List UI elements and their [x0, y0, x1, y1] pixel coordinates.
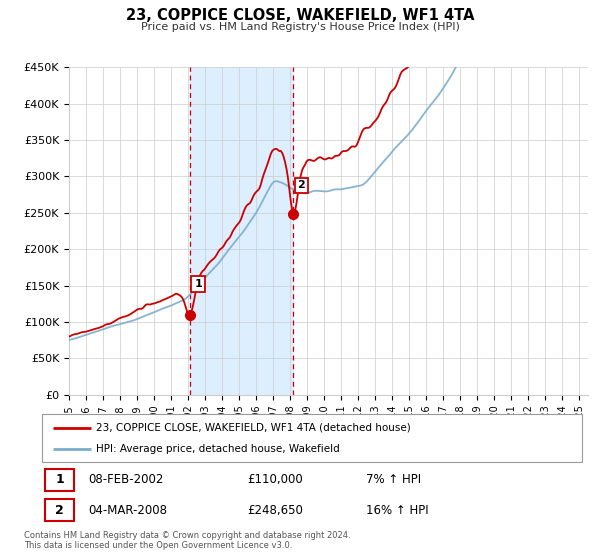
- FancyBboxPatch shape: [45, 500, 74, 521]
- Text: 04-MAR-2008: 04-MAR-2008: [88, 503, 167, 517]
- Text: 08-FEB-2002: 08-FEB-2002: [88, 473, 163, 487]
- Text: £248,650: £248,650: [247, 503, 303, 517]
- Text: 7% ↑ HPI: 7% ↑ HPI: [366, 473, 421, 487]
- Text: £110,000: £110,000: [247, 473, 303, 487]
- FancyBboxPatch shape: [45, 469, 74, 491]
- Text: Contains HM Land Registry data © Crown copyright and database right 2024.: Contains HM Land Registry data © Crown c…: [24, 531, 350, 540]
- Bar: [190, 67, 293, 395]
- Text: 16% ↑ HPI: 16% ↑ HPI: [366, 503, 428, 517]
- Text: Price paid vs. HM Land Registry's House Price Index (HPI): Price paid vs. HM Land Registry's House …: [140, 22, 460, 32]
- Text: HPI: Average price, detached house, Wakefield: HPI: Average price, detached house, Wake…: [96, 444, 340, 454]
- Text: 1: 1: [194, 279, 202, 289]
- Text: 1: 1: [55, 473, 64, 487]
- Text: 23, COPPICE CLOSE, WAKEFIELD, WF1 4TA: 23, COPPICE CLOSE, WAKEFIELD, WF1 4TA: [126, 8, 474, 24]
- Text: 2: 2: [298, 180, 305, 190]
- Text: This data is licensed under the Open Government Licence v3.0.: This data is licensed under the Open Gov…: [24, 541, 292, 550]
- Text: 2: 2: [55, 503, 64, 517]
- Text: 23, COPPICE CLOSE, WAKEFIELD, WF1 4TA (detached house): 23, COPPICE CLOSE, WAKEFIELD, WF1 4TA (d…: [96, 423, 411, 433]
- FancyBboxPatch shape: [42, 414, 582, 462]
